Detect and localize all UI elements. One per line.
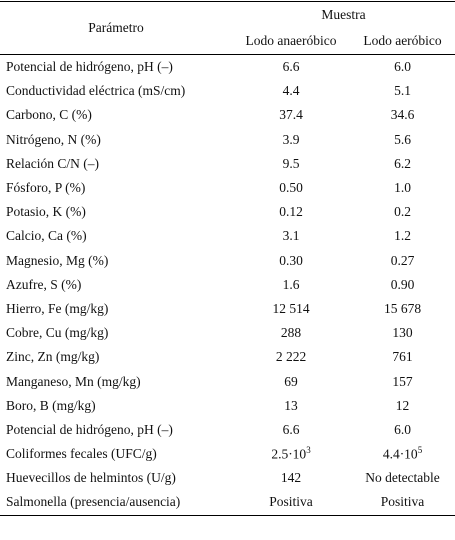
table-row: Magnesio, Mg (%) 0.30 0.27 [0, 249, 455, 273]
table-row: Hierro, Fe (mg/kg) 12 514 15 678 [0, 297, 455, 321]
table-row: Potencial de hidrógeno, pH (–) 6.6 6.0 [0, 418, 455, 442]
value-cell: 288 [280, 325, 302, 341]
value-cell: 3.1 [282, 228, 300, 244]
value-cell: 130 [392, 325, 413, 341]
value-cell: 142 [280, 470, 302, 486]
value-cell: 6.2 [394, 155, 411, 171]
parameter-cell: Potencial de hidrógeno, pH (–) [6, 59, 173, 75]
value-base: 2.5·10 [271, 446, 307, 462]
value-cell: 6.6 [282, 421, 300, 437]
parameter-cell: Fósforo, P (%) [6, 180, 86, 196]
value-cell: 0.12 [279, 204, 303, 220]
parameter-cell: Azufre, S (%) [6, 276, 82, 292]
value-cell: 0.50 [279, 180, 303, 196]
parameter-cell: Coliformes fecales (UFC/g) [6, 446, 157, 462]
value-cell: 4.4·105 [350, 442, 455, 466]
value-cell: 12 [395, 397, 410, 413]
value-cell: 9.5 [282, 155, 300, 171]
parameter-cell: Manganeso, Mn (mg/kg) [6, 373, 141, 389]
value-cell: 3.9 [282, 131, 300, 147]
value-cell: 157 [392, 373, 413, 389]
column-header: Lodo anaeróbico [245, 33, 337, 48]
parameter-cell: Salmonella (presencia/ausencia) [6, 494, 181, 510]
value-cell: 5.6 [394, 131, 411, 147]
data-table: Parámetro Muestra Lodo anaeróbico Lodo a… [0, 1, 455, 516]
table-row: Coliformes fecales (UFC/g) 2.5·103 4.4·105 [0, 442, 455, 466]
value-exponent: 5 [417, 445, 423, 456]
parameter-header: Parámetro [88, 20, 144, 35]
value-cell: Positiva [269, 494, 313, 510]
table-row: Conductividad eléctrica (mS/cm) 4.4 5.1 [0, 79, 455, 103]
table-row: Calcio, Ca (%) 3.1 1.2 [0, 224, 455, 248]
value-cell: 4.4 [282, 83, 300, 99]
table-row: Boro, B (mg/kg) 13 12 [0, 394, 455, 418]
value-base: 4.4·10 [382, 446, 418, 462]
table-header: Parámetro Muestra Lodo anaeróbico Lodo a… [0, 1, 455, 55]
table-row: Relación C/N (–) 9.5 6.2 [0, 152, 455, 176]
parameter-cell: Conductividad eléctrica (mS/cm) [6, 83, 186, 99]
value-cell: 0.2 [394, 204, 411, 220]
parameter-cell: Zinc, Zn (mg/kg) [6, 349, 100, 365]
value-cell: 34.6 [390, 107, 415, 123]
table-row: Zinc, Zn (mg/kg) 2 222 761 [0, 345, 455, 369]
parameter-cell: Nitrógeno, N (%) [6, 131, 101, 147]
value-cell: 12 514 [272, 300, 310, 316]
value-cell: 2 222 [275, 349, 307, 365]
value-exponent: 3 [306, 445, 311, 456]
table-row: Fósforo, P (%) 0.50 1.0 [0, 176, 455, 200]
parameter-cell: Cobre, Cu (mg/kg) [6, 325, 109, 341]
table-row: Azufre, S (%) 1.6 0.90 [0, 273, 455, 297]
value-cell: 2.5·103 [232, 442, 350, 466]
table-row: Manganeso, Mn (mg/kg) 69 157 [0, 369, 455, 393]
table-row: Cobre, Cu (mg/kg) 288 130 [0, 321, 455, 345]
value-cell: 0.30 [279, 252, 303, 268]
table-row: Potasio, K (%) 0.12 0.2 [0, 200, 455, 224]
parameter-cell: Huevecillos de helmintos (U/g) [6, 470, 176, 486]
parameter-cell: Magnesio, Mg (%) [6, 252, 109, 268]
value-cell: 1.0 [394, 180, 411, 196]
value-cell: 69 [284, 373, 298, 389]
table-body: Potencial de hidrógeno, pH (–) 6.6 6.0 Cond… [0, 55, 455, 516]
value-cell: 1.6 [282, 276, 300, 292]
parameter-cell: Calcio, Ca (%) [6, 228, 87, 244]
table-row: Salmonella (presencia/ausencia) Positiva P… [0, 490, 455, 515]
parameter-cell: Relación C/N (–) [6, 155, 99, 171]
table-row: Carbono, C (%) 37.4 34.6 [0, 103, 455, 127]
table-row: Huevecillos de helmintos (U/g) 142 No dete… [0, 466, 455, 490]
column-header: Lodo aeróbico [363, 33, 442, 48]
parameter-cell: Potasio, K (%) [6, 204, 86, 220]
value-cell: 0.90 [390, 276, 415, 292]
parameter-cell: Hierro, Fe (mg/kg) [6, 300, 109, 316]
value-cell: 6.6 [282, 59, 300, 75]
table-row: Potencial de hidrógeno, pH (–) 6.6 6.0 [0, 55, 455, 80]
parameter-cell: Potencial de hidrógeno, pH (–) [6, 421, 173, 437]
parameter-cell: Boro, B (mg/kg) [6, 397, 96, 413]
table-row: Nitrógeno, N (%) 3.9 5.6 [0, 128, 455, 152]
value-cell: 37.4 [279, 107, 303, 123]
value-cell: 6.0 [394, 421, 411, 437]
value-cell: Positiva [380, 494, 425, 510]
value-cell: No detectable [365, 470, 440, 486]
parameter-cell: Carbono, C (%) [6, 107, 92, 123]
value-cell: 15 678 [383, 300, 422, 316]
group-header: Muestra [321, 7, 366, 22]
value-cell: 13 [284, 397, 298, 413]
value-cell: 6.0 [394, 59, 411, 75]
value-cell: 1.2 [394, 228, 411, 244]
value-cell: 761 [392, 349, 413, 365]
value-cell: 0.27 [390, 252, 415, 268]
value-cell: 5.1 [394, 83, 411, 99]
